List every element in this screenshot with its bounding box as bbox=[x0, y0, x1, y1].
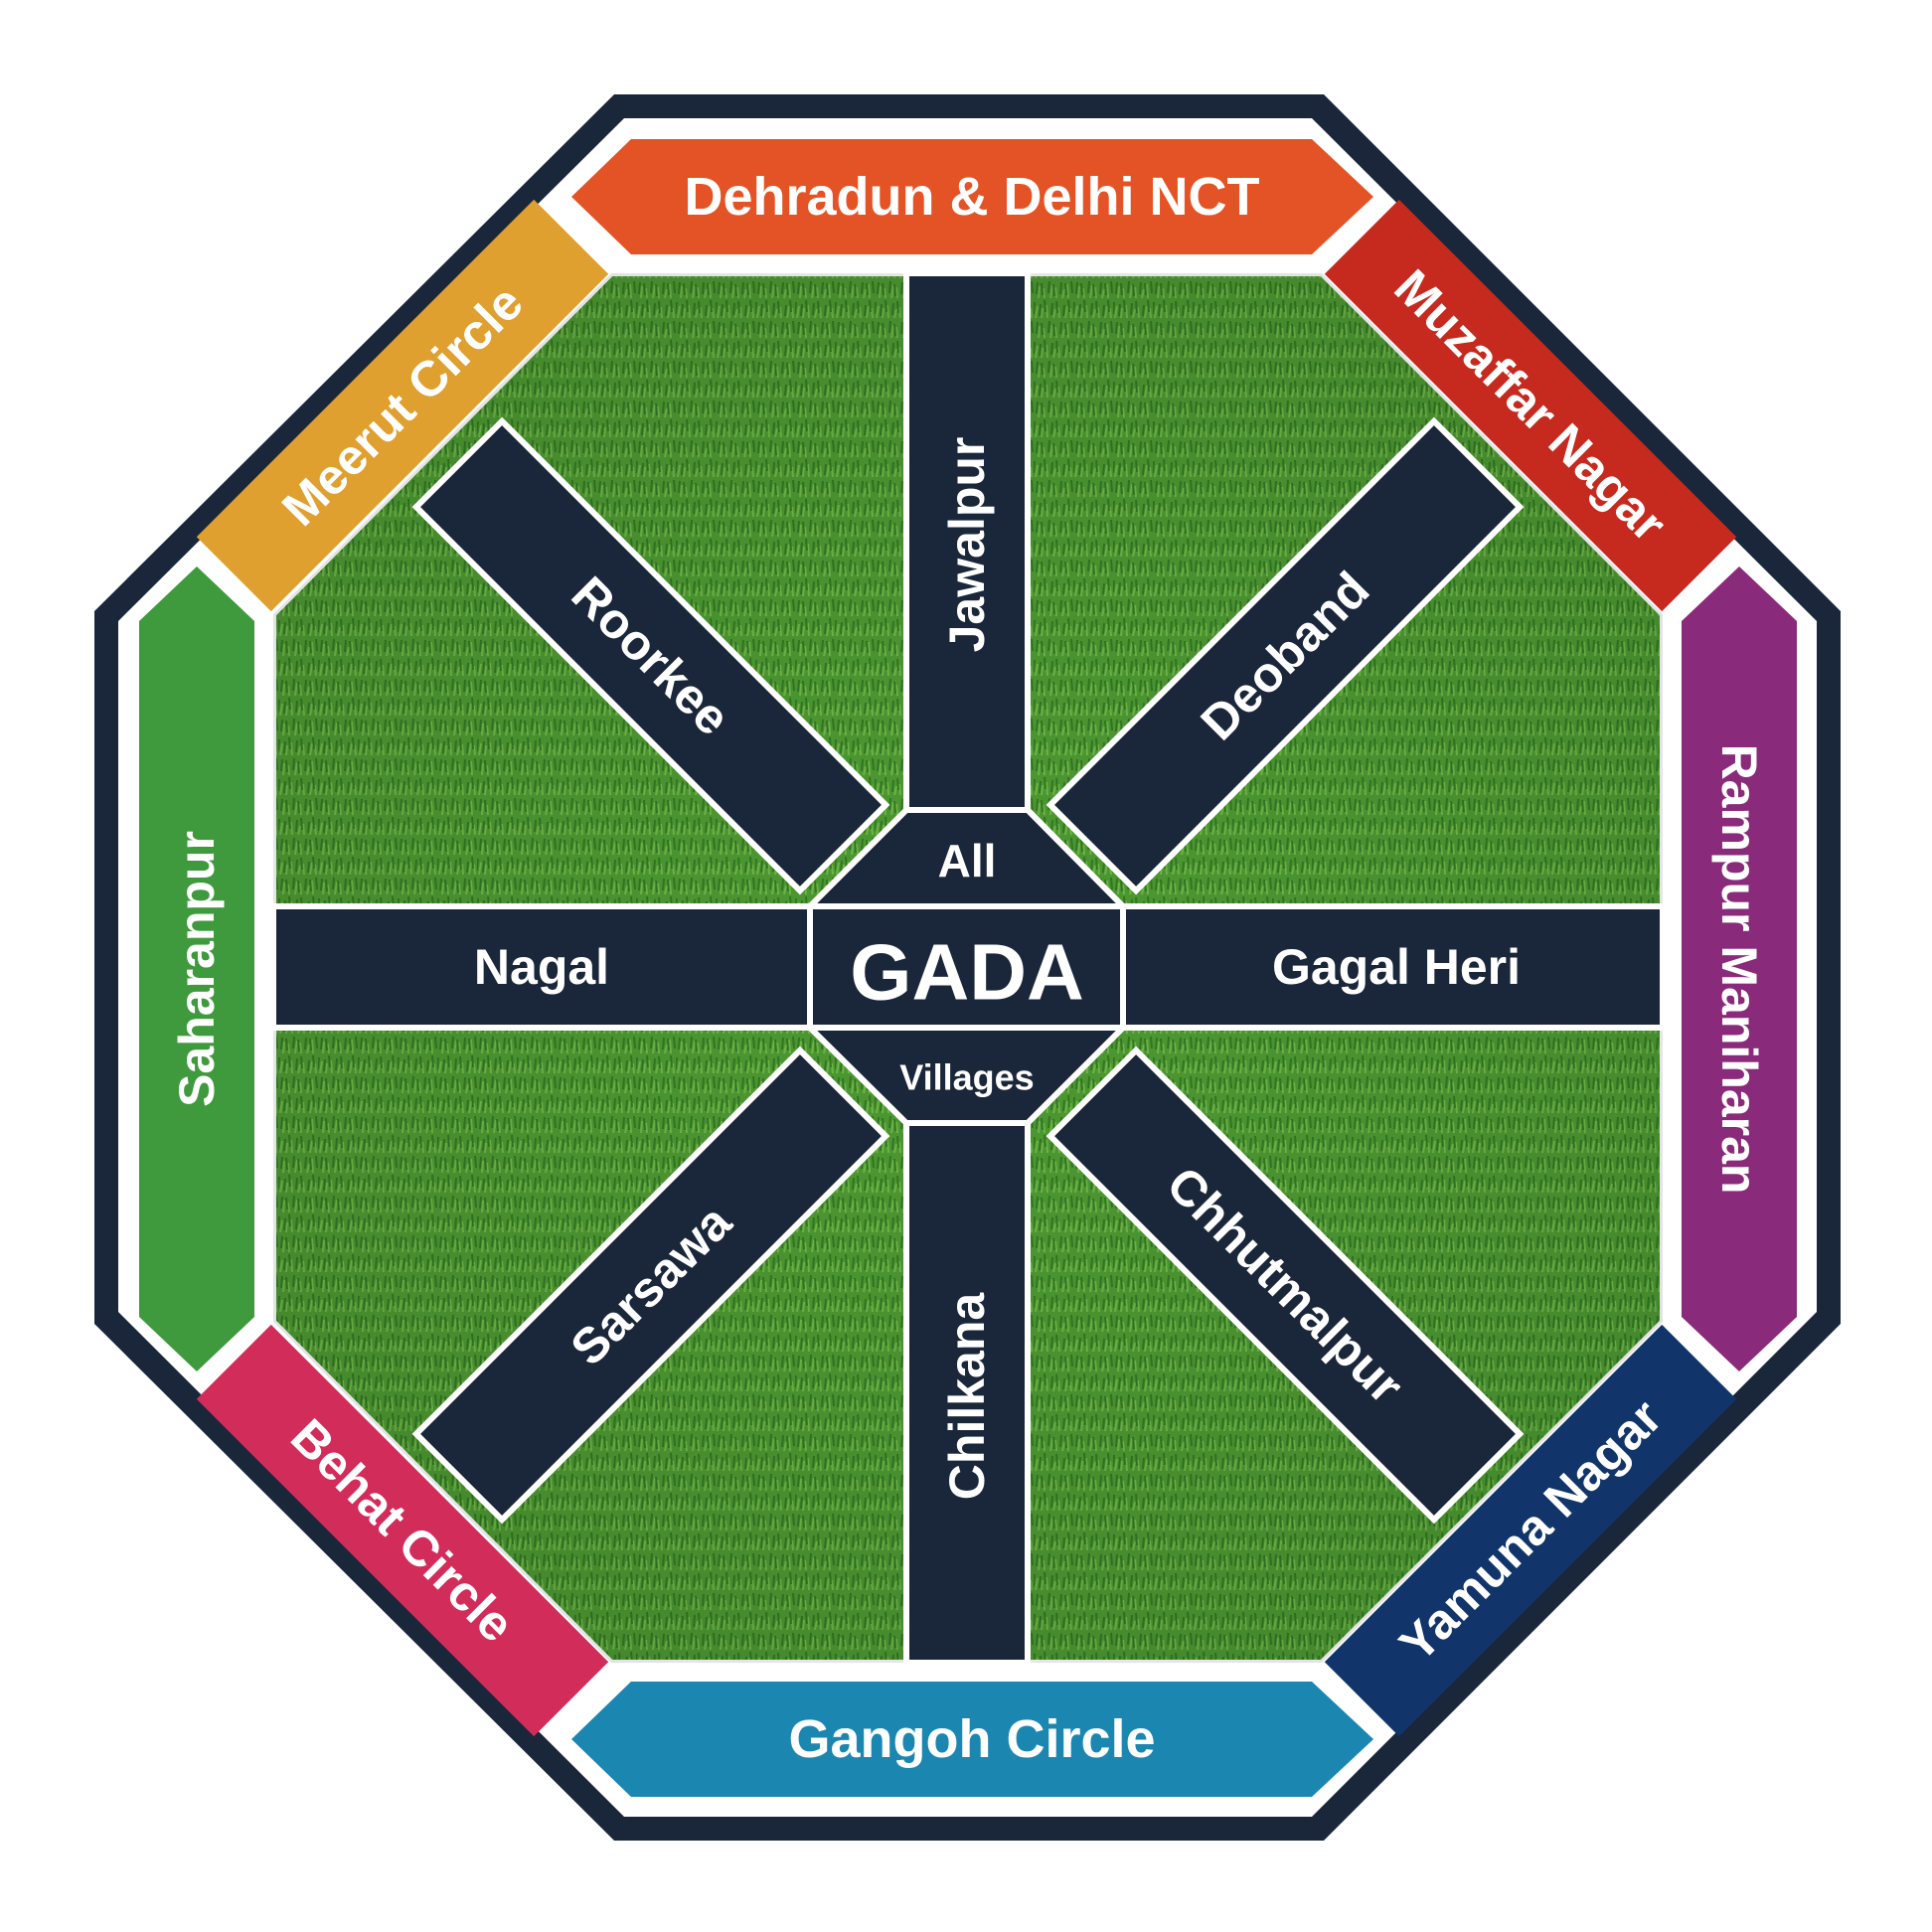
spoke-chilkana bbox=[903, 1120, 1031, 1666]
ring-label-right: Rampur Maniharan bbox=[1711, 744, 1767, 1195]
banner-top-right bbox=[1324, 199, 1737, 612]
spoke-label-jawalpur: Jawalpur bbox=[939, 437, 995, 653]
spoke-label-chilkana: Chilkana bbox=[939, 1292, 995, 1501]
spoke-chhutmalpur bbox=[1046, 1046, 1525, 1525]
banner-right bbox=[1682, 566, 1797, 1371]
banner-top-left bbox=[196, 199, 609, 612]
spoke-label-nagal: Nagal bbox=[474, 939, 609, 995]
banner-bottom-left bbox=[196, 1324, 609, 1737]
spoke-roorkee bbox=[411, 416, 890, 895]
spoke-gagal-heri bbox=[1120, 903, 1666, 1031]
banner-left bbox=[139, 566, 254, 1371]
banner-top bbox=[571, 139, 1373, 254]
ring-label-bottom: Gangoh Circle bbox=[788, 1709, 1155, 1769]
spoke-label-gagal-heri: Gagal Heri bbox=[1272, 939, 1521, 995]
center-top-text: All bbox=[938, 835, 997, 886]
hub-center-box bbox=[807, 903, 1126, 1031]
center-title: GADA bbox=[850, 928, 1084, 1017]
spoke-sarsawa bbox=[411, 1046, 890, 1525]
ring-label-top: Dehradun & Delhi NCT bbox=[684, 167, 1259, 227]
ring-label-left: Saharanpur bbox=[169, 831, 225, 1107]
banner-bottom bbox=[571, 1682, 1373, 1797]
banner-bottom-right bbox=[1324, 1324, 1737, 1737]
spoke-deoband bbox=[1046, 416, 1525, 895]
spoke-jawalpur bbox=[903, 270, 1031, 813]
center-bottom-text: Villages bbox=[899, 1057, 1034, 1098]
